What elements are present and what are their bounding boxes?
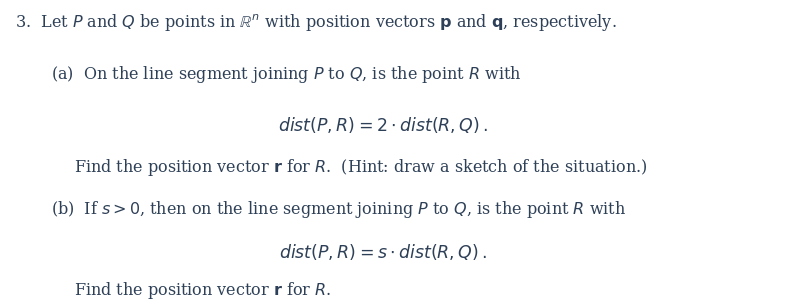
- Text: (b)  If $s > 0$, then on the line segment joining $P$ to $Q$, is the point $R$ w: (b) If $s > 0$, then on the line segment…: [51, 199, 626, 220]
- Text: Find the position vector $\mathbf{r}$ for $R$.: Find the position vector $\mathbf{r}$ fo…: [74, 280, 331, 301]
- Text: $\mathit{dist}(P, R) = 2 \cdot \mathit{dist}(R, Q)\,.$: $\mathit{dist}(P, R) = 2 \cdot \mathit{d…: [278, 115, 488, 134]
- Text: $\mathit{dist}(P, R) = s \cdot \mathit{dist}(R, Q)\,.$: $\mathit{dist}(P, R) = s \cdot \mathit{d…: [279, 242, 486, 262]
- Text: Find the position vector $\mathbf{r}$ for $R$.  (Hint: draw a sketch of the situ: Find the position vector $\mathbf{r}$ fo…: [74, 157, 647, 178]
- Text: (a)  On the line segment joining $P$ to $Q$, is the point $R$ with: (a) On the line segment joining $P$ to $…: [51, 64, 522, 85]
- Text: 3.  Let $P$ and $Q$ be points in $\mathbb{R}^n$ with position vectors $\mathbf{p: 3. Let $P$ and $Q$ be points in $\mathbb…: [15, 12, 617, 33]
